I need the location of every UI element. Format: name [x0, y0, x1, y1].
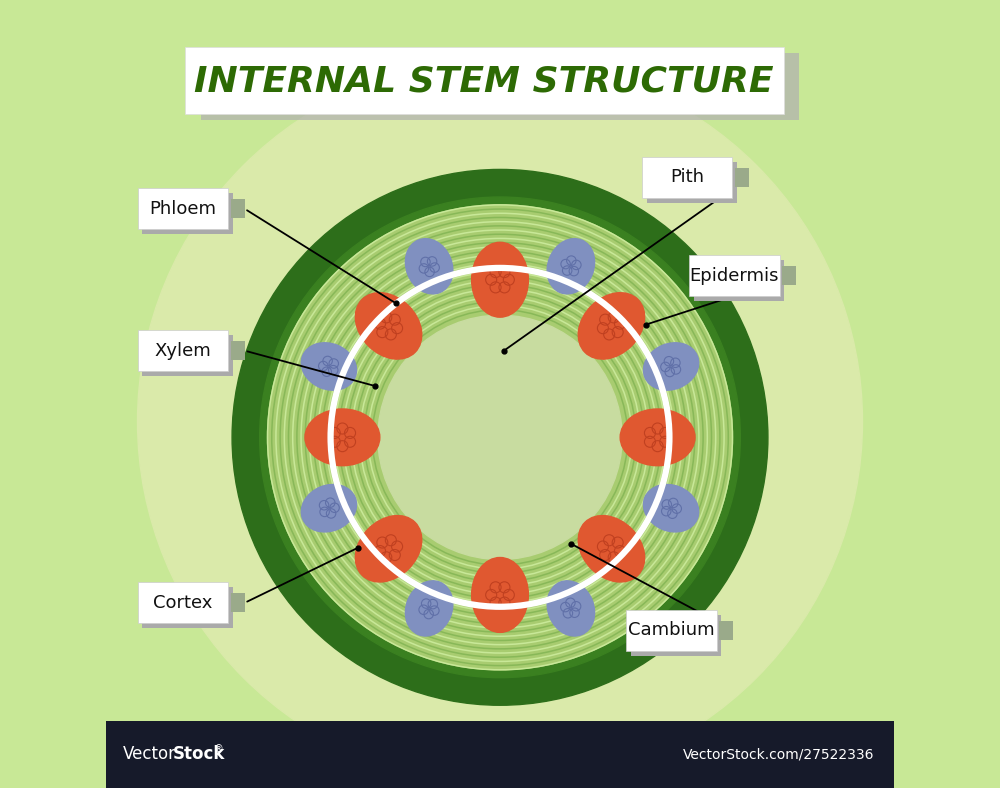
Bar [106, 721, 894, 788]
Circle shape [138, 59, 862, 784]
Bar [689, 255, 780, 296]
Text: Pith: Pith [670, 169, 704, 186]
Circle shape [378, 315, 622, 559]
Text: Phloem: Phloem [149, 200, 216, 217]
Circle shape [268, 205, 732, 670]
Bar [735, 168, 749, 187]
Bar [142, 193, 233, 234]
Text: VectorStock.com/27522336: VectorStock.com/27522336 [683, 747, 874, 761]
Bar [138, 330, 228, 371]
Bar [231, 199, 245, 218]
Text: Xylem: Xylem [154, 342, 211, 359]
Bar [231, 593, 245, 612]
Ellipse shape [578, 292, 645, 359]
Bar [626, 610, 717, 651]
Bar [719, 621, 733, 640]
Text: Epidermis: Epidermis [690, 267, 779, 284]
Text: INTERNAL STEM STRUCTURE: INTERNAL STEM STRUCTURE [194, 64, 774, 98]
Bar [231, 341, 245, 360]
Bar [142, 587, 233, 628]
Bar [642, 157, 732, 198]
Bar [138, 582, 228, 623]
Ellipse shape [355, 515, 422, 582]
Ellipse shape [620, 409, 695, 466]
Ellipse shape [301, 343, 357, 390]
Ellipse shape [305, 409, 380, 466]
FancyBboxPatch shape [201, 53, 799, 120]
Text: ®: ® [214, 745, 224, 754]
Circle shape [232, 169, 768, 705]
Text: Cambium: Cambium [628, 622, 715, 639]
Ellipse shape [472, 243, 528, 318]
Bar [142, 335, 233, 376]
Bar [647, 162, 737, 203]
Bar [782, 266, 796, 285]
Bar [631, 615, 721, 656]
Text: Cortex: Cortex [153, 594, 213, 611]
Ellipse shape [472, 558, 528, 632]
FancyBboxPatch shape [185, 47, 784, 114]
Ellipse shape [578, 515, 645, 582]
Ellipse shape [355, 292, 422, 359]
Ellipse shape [405, 581, 453, 636]
Circle shape [260, 197, 740, 678]
Ellipse shape [643, 485, 699, 532]
Ellipse shape [547, 239, 595, 294]
Ellipse shape [547, 581, 595, 636]
Ellipse shape [405, 239, 453, 294]
Ellipse shape [301, 485, 357, 532]
Bar [694, 260, 784, 301]
Text: Stock: Stock [173, 745, 225, 763]
Ellipse shape [643, 343, 699, 390]
Bar [138, 188, 228, 229]
Text: Vector: Vector [123, 745, 176, 763]
